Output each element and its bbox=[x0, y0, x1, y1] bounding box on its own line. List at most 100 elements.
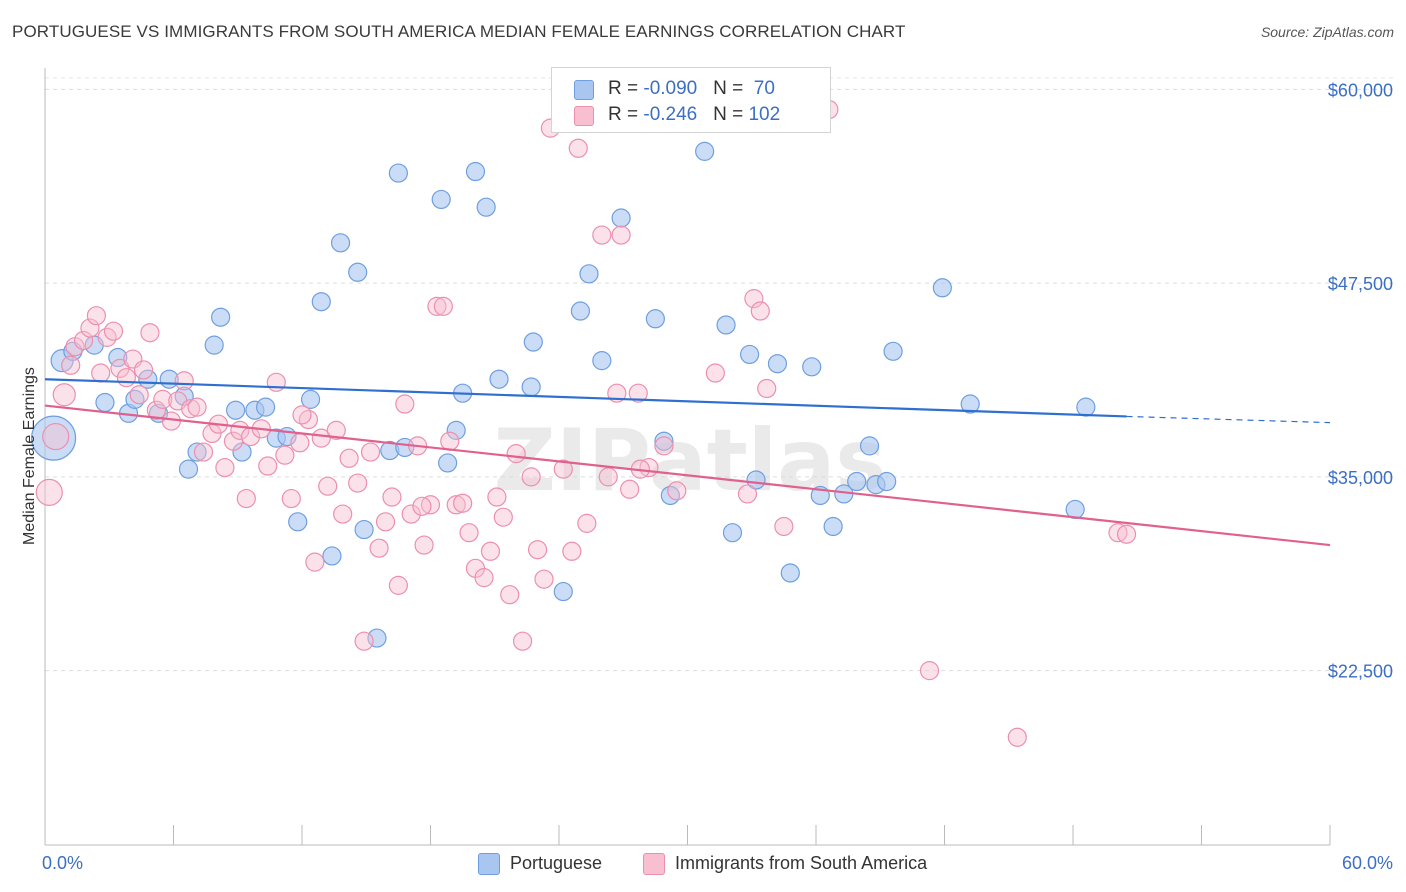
r-value: -0.246 bbox=[643, 104, 698, 125]
data-point-immigrants bbox=[500, 585, 520, 605]
data-point-immigrants bbox=[35, 478, 63, 506]
source-label: Source: ZipAtlas.com bbox=[1260, 24, 1394, 40]
data-point-immigrants bbox=[487, 487, 507, 507]
data-point-portuguese bbox=[645, 309, 665, 329]
data-point-immigrants bbox=[705, 363, 725, 383]
data-point-immigrants bbox=[281, 488, 301, 509]
series-immigrants-south-america bbox=[35, 99, 1137, 747]
data-point-portuguese bbox=[348, 262, 368, 282]
data-point-immigrants bbox=[611, 225, 631, 245]
n-value: 70 bbox=[748, 78, 775, 99]
y-tick-label: $60,000 bbox=[1328, 80, 1393, 100]
data-point-portuguese bbox=[95, 392, 115, 413]
data-point-immigrants bbox=[133, 360, 154, 380]
data-point-immigrants bbox=[91, 363, 111, 383]
data-point-portuguese bbox=[431, 189, 451, 210]
data-point-immigrants bbox=[360, 442, 381, 462]
data-point-immigrants bbox=[292, 405, 312, 425]
data-point-immigrants bbox=[480, 541, 501, 561]
y-tick-label: $35,000 bbox=[1328, 468, 1393, 488]
data-point-portuguese bbox=[611, 208, 631, 228]
data-point-immigrants bbox=[577, 513, 597, 533]
data-point-immigrants bbox=[1116, 524, 1137, 544]
trend-line-portuguese bbox=[44, 378, 1127, 418]
data-point-immigrants bbox=[506, 444, 526, 464]
data-point-portuguese bbox=[255, 397, 276, 417]
data-point-immigrants bbox=[598, 467, 618, 487]
data-point-immigrants bbox=[534, 569, 554, 589]
data-point-immigrants bbox=[52, 383, 76, 407]
data-point-immigrants bbox=[1007, 727, 1027, 747]
legend-swatch-pink bbox=[574, 106, 594, 126]
series-portuguese bbox=[30, 141, 1096, 648]
data-point-immigrants bbox=[474, 568, 494, 588]
data-point-immigrants bbox=[553, 459, 573, 479]
data-point-portuguese bbox=[802, 357, 822, 377]
data-point-immigrants bbox=[440, 431, 460, 451]
data-point-immigrants bbox=[592, 225, 612, 245]
y-tick-label: $22,500 bbox=[1328, 662, 1393, 682]
data-point-portuguese bbox=[780, 563, 800, 583]
data-point-immigrants bbox=[562, 541, 582, 561]
data-point-portuguese bbox=[288, 512, 308, 532]
x-tick-label-min: 0.0% bbox=[42, 853, 83, 873]
y-tick-label: $47,500 bbox=[1328, 274, 1393, 294]
data-point-immigrants bbox=[382, 487, 402, 507]
data-point-immigrants bbox=[348, 473, 368, 493]
data-point-portuguese bbox=[354, 519, 374, 540]
data-point-immigrants bbox=[521, 467, 541, 487]
data-point-immigrants bbox=[215, 457, 235, 478]
data-point-immigrants bbox=[369, 538, 389, 558]
data-point-immigrants bbox=[446, 495, 466, 515]
trend-line-portuguese-extension bbox=[1126, 415, 1331, 424]
data-point-portuguese bbox=[654, 431, 674, 451]
bottom-legend-swatch-pink bbox=[643, 853, 665, 875]
n-label: N = bbox=[713, 104, 749, 125]
data-point-immigrants bbox=[568, 138, 588, 158]
data-point-immigrants bbox=[116, 368, 136, 388]
legend-text: R = -0.090 N = 70 bbox=[608, 78, 775, 100]
data-point-immigrants bbox=[427, 296, 447, 316]
data-point-immigrants bbox=[193, 442, 214, 462]
data-point-portuguese bbox=[960, 394, 980, 414]
chart-title: PORTUGUESE VS IMMIGRANTS FROM SOUTH AMER… bbox=[12, 22, 906, 41]
data-point-portuguese bbox=[300, 389, 321, 409]
x-tick-label-max: 60.0% bbox=[1342, 853, 1393, 873]
data-point-immigrants bbox=[140, 323, 160, 343]
data-point-immigrants bbox=[103, 321, 124, 341]
data-point-portuguese bbox=[883, 341, 903, 361]
data-point-portuguese bbox=[767, 354, 788, 374]
y-axis-title: Median Female Earnings bbox=[21, 367, 38, 545]
data-point-immigrants bbox=[493, 507, 513, 527]
r-label: R = bbox=[608, 104, 644, 125]
data-point-portuguese bbox=[722, 523, 743, 543]
legend-swatch-blue bbox=[574, 80, 594, 100]
data-point-immigrants bbox=[737, 484, 758, 504]
bottom-legend-label: Portuguese bbox=[510, 853, 603, 873]
data-point-immigrants bbox=[236, 488, 256, 509]
data-point-immigrants bbox=[42, 422, 70, 451]
data-point-immigrants bbox=[318, 476, 338, 496]
data-point-portuguese bbox=[178, 459, 199, 479]
data-point-immigrants bbox=[153, 389, 173, 409]
data-point-immigrants bbox=[512, 631, 533, 651]
data-point-immigrants bbox=[919, 661, 940, 681]
y-tick-labels: $22,500 $35,000 $47,500 $60,000 bbox=[1328, 80, 1393, 681]
data-point-immigrants bbox=[401, 504, 421, 524]
data-point-portuguese bbox=[877, 471, 897, 492]
data-point-immigrants bbox=[750, 301, 770, 321]
data-point-immigrants bbox=[311, 428, 331, 448]
data-point-portuguese bbox=[489, 369, 509, 389]
data-point-portuguese bbox=[823, 516, 843, 537]
data-point-portuguese bbox=[695, 141, 715, 161]
data-point-immigrants bbox=[654, 436, 674, 456]
bottom-legend-label: Immigrants from South America bbox=[675, 853, 928, 873]
data-point-immigrants bbox=[339, 448, 359, 468]
data-point-portuguese bbox=[523, 332, 543, 352]
data-point-portuguese bbox=[592, 351, 612, 371]
data-point-immigrants bbox=[80, 318, 100, 338]
data-point-portuguese bbox=[211, 307, 231, 327]
r-value: -0.090 bbox=[643, 78, 698, 99]
data-point-immigrants bbox=[527, 540, 548, 560]
data-point-immigrants bbox=[174, 371, 194, 391]
